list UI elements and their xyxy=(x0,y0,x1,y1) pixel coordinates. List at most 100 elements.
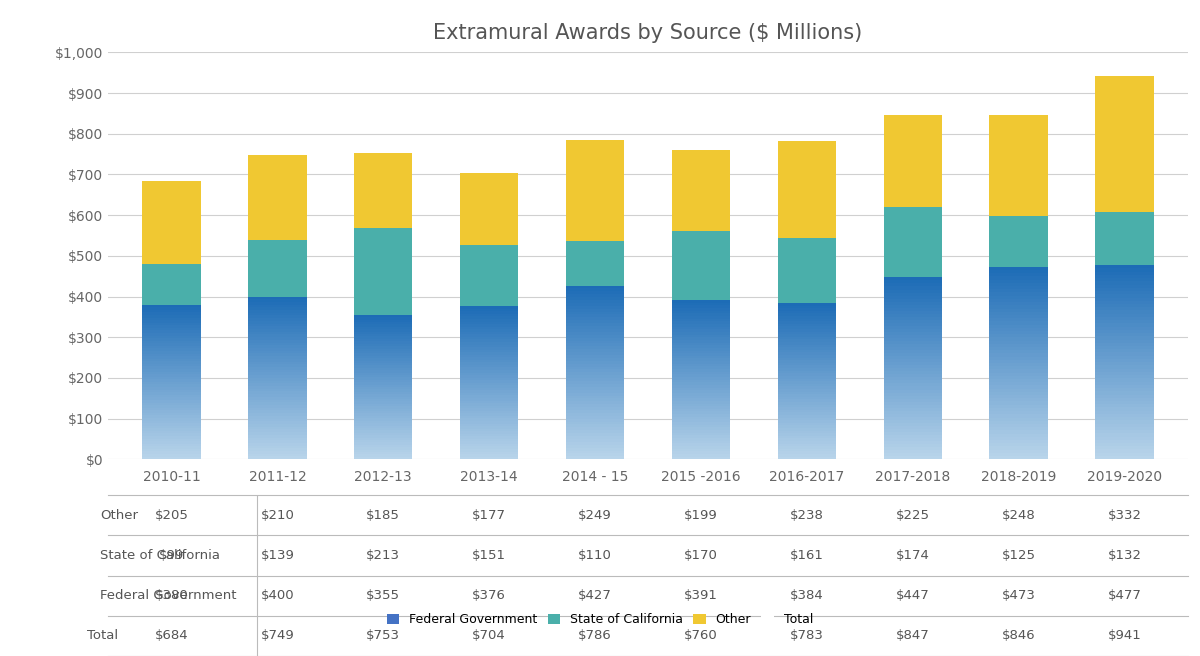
Bar xyxy=(672,443,730,446)
Bar xyxy=(778,451,836,454)
Bar xyxy=(248,430,306,432)
Bar xyxy=(778,425,836,428)
Bar xyxy=(566,140,624,241)
Bar xyxy=(883,417,942,420)
Bar xyxy=(460,390,518,393)
Bar xyxy=(672,340,730,342)
Bar xyxy=(1096,272,1153,275)
Bar xyxy=(1096,453,1153,456)
Bar xyxy=(672,436,730,438)
Bar xyxy=(143,310,200,312)
Bar xyxy=(1096,427,1153,430)
Bar xyxy=(566,320,624,323)
Bar xyxy=(143,428,200,431)
Bar xyxy=(990,363,1048,366)
Text: $355: $355 xyxy=(366,589,401,602)
Bar xyxy=(778,402,836,405)
Bar xyxy=(778,324,836,327)
Bar xyxy=(143,420,200,423)
Bar xyxy=(990,446,1048,449)
Text: $847: $847 xyxy=(896,629,930,642)
Bar xyxy=(672,419,730,422)
Bar xyxy=(990,289,1048,293)
Bar xyxy=(566,381,624,384)
Text: $749: $749 xyxy=(260,629,294,642)
Bar xyxy=(1096,337,1153,340)
Bar xyxy=(990,395,1048,398)
Bar xyxy=(143,441,200,443)
Bar xyxy=(672,377,730,380)
Bar xyxy=(1096,304,1153,307)
Text: 2016-2017: 2016-2017 xyxy=(769,470,845,484)
Bar xyxy=(248,397,306,400)
Bar xyxy=(248,361,306,364)
Bar xyxy=(354,382,413,384)
Bar xyxy=(248,457,306,459)
Text: $249: $249 xyxy=(578,509,612,522)
Bar xyxy=(143,387,200,390)
Bar xyxy=(883,338,942,341)
Bar xyxy=(143,264,200,304)
Bar xyxy=(672,441,730,443)
Bar xyxy=(1096,443,1153,446)
Bar xyxy=(143,336,200,338)
Bar xyxy=(460,375,518,378)
Text: $760: $760 xyxy=(684,629,718,642)
Bar xyxy=(990,415,1048,417)
Bar xyxy=(1096,430,1153,434)
Bar xyxy=(248,435,306,438)
Bar xyxy=(990,456,1048,459)
Bar xyxy=(990,408,1048,411)
Bar xyxy=(143,304,200,307)
Bar xyxy=(990,405,1048,408)
Bar xyxy=(460,436,518,439)
Bar xyxy=(883,341,942,344)
Text: $139: $139 xyxy=(260,549,294,562)
Bar xyxy=(566,306,624,309)
Bar xyxy=(672,372,730,375)
Bar xyxy=(460,312,518,314)
Bar xyxy=(778,314,836,316)
Bar xyxy=(1096,391,1153,394)
Bar xyxy=(1096,346,1153,349)
Bar xyxy=(566,404,624,407)
Bar xyxy=(778,386,836,389)
Bar xyxy=(672,306,730,308)
Bar xyxy=(778,420,836,422)
Bar xyxy=(354,457,413,459)
Bar xyxy=(143,454,200,457)
Bar xyxy=(143,426,200,428)
Bar xyxy=(566,373,624,375)
Bar xyxy=(672,403,730,406)
Bar xyxy=(566,294,624,297)
Bar xyxy=(672,332,730,335)
Text: $205: $205 xyxy=(155,509,188,522)
Bar xyxy=(1096,300,1153,304)
Bar xyxy=(460,359,518,362)
Bar xyxy=(354,351,413,354)
Bar xyxy=(566,407,624,410)
Bar xyxy=(354,411,413,413)
Bar xyxy=(778,365,836,368)
Bar xyxy=(354,354,413,356)
Bar xyxy=(566,410,624,413)
Bar xyxy=(248,405,306,407)
Bar xyxy=(566,367,624,369)
Bar xyxy=(566,363,624,367)
Bar xyxy=(672,422,730,424)
Bar xyxy=(354,315,413,318)
Bar xyxy=(143,436,200,439)
Bar xyxy=(1096,330,1153,333)
Bar xyxy=(883,356,942,359)
Bar xyxy=(460,444,518,447)
Bar xyxy=(566,416,624,419)
Bar xyxy=(778,141,836,237)
Bar xyxy=(778,237,836,303)
Bar xyxy=(248,240,306,297)
Bar xyxy=(883,320,942,323)
Bar xyxy=(354,368,413,370)
Text: $753: $753 xyxy=(366,629,401,642)
Bar xyxy=(354,319,413,322)
Bar xyxy=(460,416,518,419)
Bar xyxy=(778,430,836,433)
